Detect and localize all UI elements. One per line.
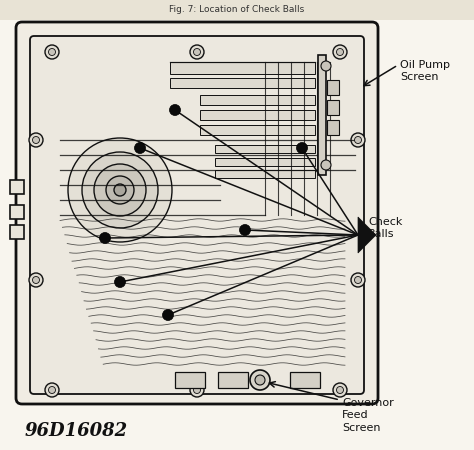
Circle shape xyxy=(45,45,59,59)
Circle shape xyxy=(33,276,39,284)
Circle shape xyxy=(115,276,126,288)
Bar xyxy=(10,180,24,194)
Text: Governor
Feed
Screen: Governor Feed Screen xyxy=(342,398,394,433)
Text: Oil Pump
Screen: Oil Pump Screen xyxy=(400,60,450,82)
Bar xyxy=(0,0,474,20)
Bar xyxy=(215,145,315,153)
Bar xyxy=(175,372,205,388)
Bar xyxy=(200,110,315,120)
Circle shape xyxy=(355,136,362,144)
Circle shape xyxy=(190,45,204,59)
Polygon shape xyxy=(358,217,376,253)
Circle shape xyxy=(337,387,344,393)
Circle shape xyxy=(333,45,347,59)
Bar xyxy=(200,95,315,105)
Circle shape xyxy=(68,138,172,242)
Circle shape xyxy=(114,184,126,196)
Bar xyxy=(170,62,315,74)
Circle shape xyxy=(333,383,347,397)
Circle shape xyxy=(48,387,55,393)
Circle shape xyxy=(239,225,250,235)
Bar xyxy=(10,205,24,219)
Circle shape xyxy=(33,136,39,144)
Text: Fig. 7: Location of Check Balls: Fig. 7: Location of Check Balls xyxy=(169,5,305,14)
Circle shape xyxy=(337,49,344,55)
Circle shape xyxy=(355,276,362,284)
Text: 96D16082: 96D16082 xyxy=(25,422,128,440)
Bar xyxy=(215,170,315,178)
Bar xyxy=(327,100,339,115)
Circle shape xyxy=(321,61,331,71)
Circle shape xyxy=(170,104,181,116)
Bar xyxy=(170,78,315,88)
Circle shape xyxy=(106,176,134,204)
Bar xyxy=(327,80,339,95)
Bar xyxy=(327,120,339,135)
Circle shape xyxy=(45,383,59,397)
Circle shape xyxy=(163,310,173,320)
Bar xyxy=(218,372,248,388)
Bar xyxy=(10,225,24,239)
Circle shape xyxy=(193,49,201,55)
Circle shape xyxy=(94,164,146,216)
Circle shape xyxy=(255,375,265,385)
Circle shape xyxy=(250,370,270,390)
Circle shape xyxy=(135,143,146,153)
Bar xyxy=(200,125,315,135)
Circle shape xyxy=(190,383,204,397)
Circle shape xyxy=(351,133,365,147)
FancyBboxPatch shape xyxy=(16,22,378,404)
Circle shape xyxy=(193,387,201,393)
Circle shape xyxy=(29,133,43,147)
Bar xyxy=(318,55,326,175)
Circle shape xyxy=(29,273,43,287)
Circle shape xyxy=(351,273,365,287)
Text: Check
Balls: Check Balls xyxy=(368,217,402,239)
Circle shape xyxy=(100,233,110,243)
FancyBboxPatch shape xyxy=(30,36,364,394)
Circle shape xyxy=(297,143,308,153)
Circle shape xyxy=(82,152,158,228)
Circle shape xyxy=(321,160,331,170)
Bar xyxy=(290,372,320,388)
Bar xyxy=(215,158,315,166)
Circle shape xyxy=(48,49,55,55)
